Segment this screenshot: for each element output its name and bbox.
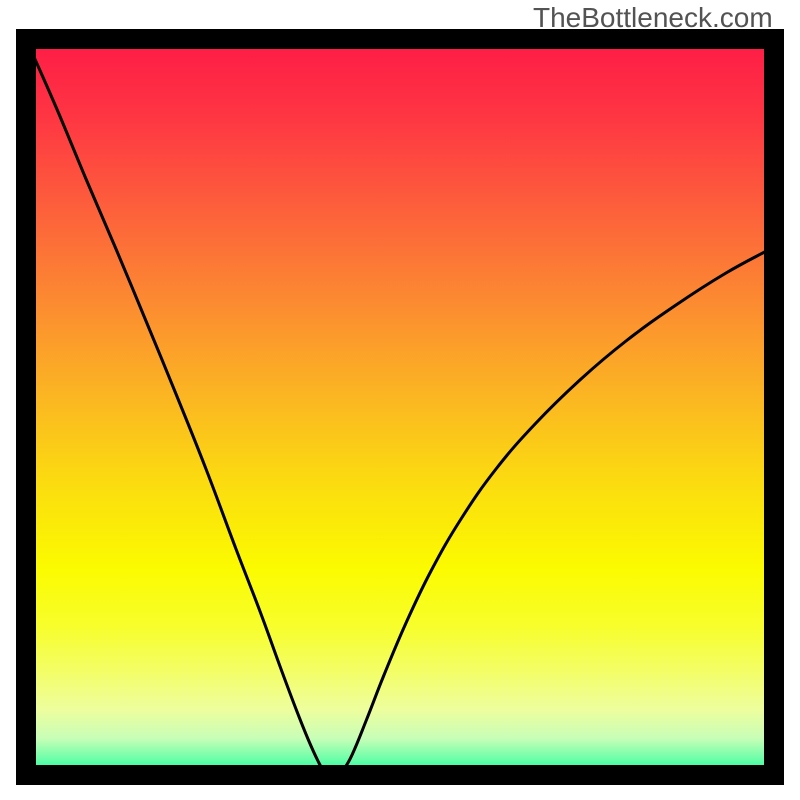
watermark-text: TheBottleneck.com — [533, 2, 773, 34]
chart-frame: TheBottleneck.com — [0, 0, 800, 800]
chart-border — [16, 29, 784, 785]
